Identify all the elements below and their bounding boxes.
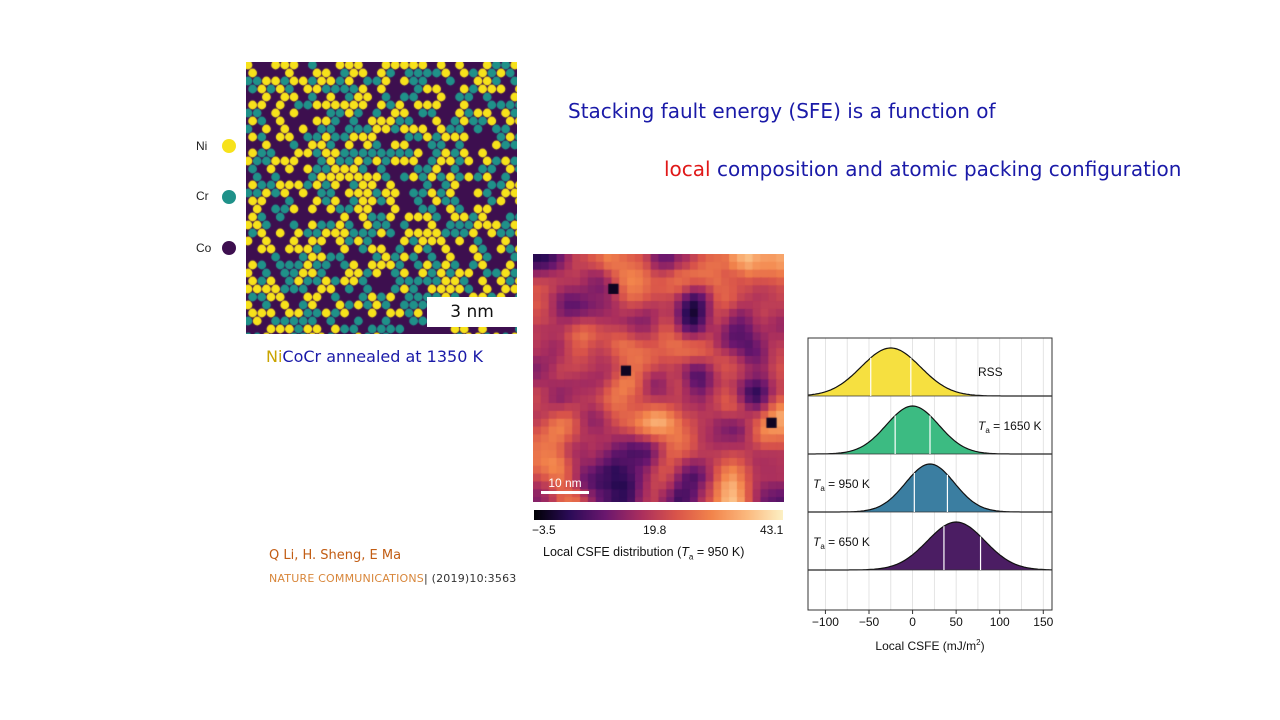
x-tick-label: 150 [1033, 615, 1053, 629]
heatmap-scale-label: 10 nm [548, 476, 582, 490]
ridge-label-1: Ta = 1650 K [978, 419, 1042, 435]
chart-frame [807, 337, 1053, 611]
atom-map-image [246, 62, 517, 334]
citation-authors: Q Li, H. Sheng, E Ma [269, 548, 402, 563]
ridge-label-2: Ta = 950 K [813, 477, 870, 493]
x-tick-label: 100 [990, 615, 1010, 629]
ridge-area-2 [808, 464, 1052, 512]
cr-dot-icon [222, 190, 236, 204]
colorbar-label-var: T [681, 545, 689, 559]
colorbar-label: Local CSFE distribution (Ta = 950 K) [543, 545, 744, 562]
headline-local-word: local [664, 157, 711, 181]
atom-map-caption: NiCoCr annealed at 1350 K [266, 347, 483, 366]
colorbar-label-post: = 950 K) [693, 545, 745, 559]
colorbar-tick-max: 43.1 [760, 523, 784, 537]
headline-line2-rest: composition and atomic packing configura… [710, 157, 1182, 181]
csfe-heatmap-image [533, 254, 784, 502]
x-tick-label: 50 [949, 615, 963, 629]
colorbar-tick-min: −3.5 [532, 523, 556, 537]
colorbar-label-sub: a [688, 552, 694, 562]
csfe-ridge-chart: RSS Ta = 1650 K Ta = 950 K Ta = 650 K −100 −5… [807, 337, 1054, 653]
colorbar-label-pre: Local CSFE distribution ( [543, 545, 682, 559]
x-tick-label: −50 [859, 615, 880, 629]
x-tick-label: 0 [909, 615, 916, 629]
citation-journal-name: NATURE COMMUNICATIONS [269, 572, 424, 585]
ridge-area-3 [808, 522, 1052, 570]
ni-dot-icon [222, 139, 236, 153]
headline-line1: Stacking fault energy (SFE) is a functio… [568, 99, 996, 123]
citation-journal: NATURE COMMUNICATIONS| (2019)10:3563 [269, 572, 516, 585]
colorbar [534, 510, 783, 520]
heatmap-scale-bar: 10 nm [541, 476, 589, 494]
x-tick-label: −100 [812, 615, 839, 629]
legend-label-ni: Ni [196, 139, 208, 153]
caption-rest: CoCr annealed at 1350 K [282, 347, 483, 366]
caption-ni: Ni [266, 347, 283, 366]
legend-label-cr: Cr [196, 189, 209, 203]
colorbar-tick-mid: 19.8 [643, 523, 667, 537]
ridge-label-0: RSS [978, 365, 1003, 379]
co-dot-icon [222, 241, 236, 255]
atom-map-scale-bar: 3 nm [427, 297, 517, 327]
ridge-area-0 [808, 348, 1052, 396]
heatmap-scale-line [541, 491, 589, 494]
legend-label-co: Co [196, 241, 212, 255]
ridge-label-3: Ta = 650 K [813, 535, 870, 551]
x-axis-label: Local CSFE (mJ/m2) [875, 638, 984, 653]
citation-ref: | (2019)10:3563 [424, 572, 517, 585]
headline-line2: local composition and atomic packing con… [664, 157, 1181, 181]
